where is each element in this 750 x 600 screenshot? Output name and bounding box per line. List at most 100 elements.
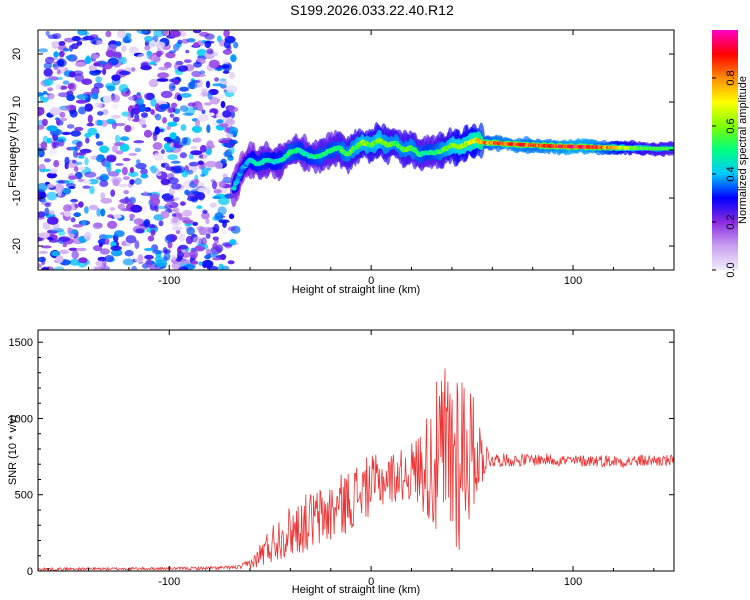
noise-blob (220, 158, 227, 164)
noise-blob (128, 171, 139, 177)
noise-blob (140, 173, 149, 179)
noise-blob (175, 70, 184, 76)
noise-blob (83, 231, 92, 241)
noise-blob (110, 245, 122, 251)
noise-blob (87, 178, 99, 185)
noise-blob (114, 168, 122, 173)
noise-blob (155, 266, 161, 270)
noise-blob (180, 258, 190, 265)
noise-blob (67, 227, 72, 233)
noise-blob (134, 177, 142, 185)
noise-blob (119, 56, 127, 65)
colorbar-tick-label: 0.6 (725, 118, 737, 133)
noise-blob (65, 55, 73, 60)
noise-blob (214, 77, 220, 82)
noise-blob (213, 189, 222, 194)
spectrogram-noise (38, 30, 241, 270)
noise-blob (92, 40, 97, 45)
noise-blob (38, 48, 49, 53)
noise-blob (122, 157, 131, 162)
spectrogram-y-ticks: -20 -10 0 10 20 (11, 48, 674, 254)
noise-blob (230, 110, 235, 119)
noise-blob (221, 64, 230, 69)
noise-blob (143, 219, 151, 228)
noise-blob (43, 68, 53, 77)
noise-blob (129, 179, 135, 185)
noise-blob (228, 213, 235, 220)
noise-blob (190, 150, 203, 156)
noise-blob (100, 197, 113, 204)
noise-blob (81, 219, 87, 226)
noise-blob (128, 152, 138, 156)
noise-blob (204, 40, 212, 49)
noise-blob (172, 207, 180, 213)
noise-blob (153, 152, 165, 161)
noise-blob (135, 228, 145, 234)
noise-blob (189, 249, 198, 259)
ridge-core (671, 146, 674, 151)
noise-blob (114, 230, 125, 238)
noise-blob (181, 137, 188, 144)
noise-blob (227, 139, 238, 145)
noise-blob (38, 250, 49, 254)
y-tick-label: 0 (27, 566, 33, 578)
noise-blob (222, 110, 232, 118)
noise-blob (227, 37, 234, 44)
noise-blob (143, 92, 154, 100)
noise-blob (207, 91, 213, 100)
noise-blob (69, 110, 78, 118)
noise-blob (177, 39, 183, 45)
noise-blob (114, 122, 126, 127)
noise-blob (155, 41, 166, 48)
noise-blob (191, 80, 201, 83)
noise-blob (82, 185, 91, 189)
noise-blob (97, 111, 104, 116)
noise-blob (119, 70, 131, 76)
noise-blob (226, 85, 238, 94)
noise-blob (182, 219, 194, 224)
noise-blob (222, 49, 232, 55)
noise-blob (89, 185, 95, 195)
noise-blob (64, 156, 70, 166)
noise-blob (116, 30, 127, 39)
noise-blob (96, 141, 104, 146)
y-tick-label: 500 (15, 490, 33, 502)
noise-blob (165, 51, 176, 59)
noise-blob (178, 266, 189, 270)
x-tick-label: -100 (158, 576, 180, 588)
noise-blob (166, 125, 171, 131)
noise-blob (47, 87, 53, 92)
noise-blob (38, 232, 50, 239)
noise-blob (170, 183, 182, 190)
noise-blob (194, 73, 207, 77)
noise-blob (136, 97, 144, 106)
noise-blob (38, 147, 44, 156)
noise-blob (168, 82, 176, 92)
noise-blob (78, 166, 86, 171)
noise-blob (93, 82, 104, 89)
noise-blob (48, 226, 59, 231)
noise-blob (47, 216, 59, 225)
noise-blob (55, 83, 62, 90)
noise-blob (114, 134, 121, 144)
noise-blob (86, 122, 95, 127)
noise-blob (169, 113, 175, 118)
noise-blob (84, 171, 97, 178)
noise-blob (143, 191, 148, 197)
noise-blob (155, 259, 168, 268)
noise-blob (227, 156, 235, 162)
noise-blob (206, 48, 214, 55)
noise-blob (150, 109, 155, 115)
noise-blob (102, 234, 114, 239)
noise-blob (186, 226, 195, 236)
noise-blob (69, 258, 81, 266)
noise-blob (84, 206, 89, 214)
noise-blob (44, 202, 51, 208)
noise-blob (48, 148, 58, 156)
noise-blob (150, 165, 158, 174)
noise-blob (69, 247, 78, 251)
noise-blob (63, 211, 72, 217)
noise-blob (140, 168, 148, 175)
